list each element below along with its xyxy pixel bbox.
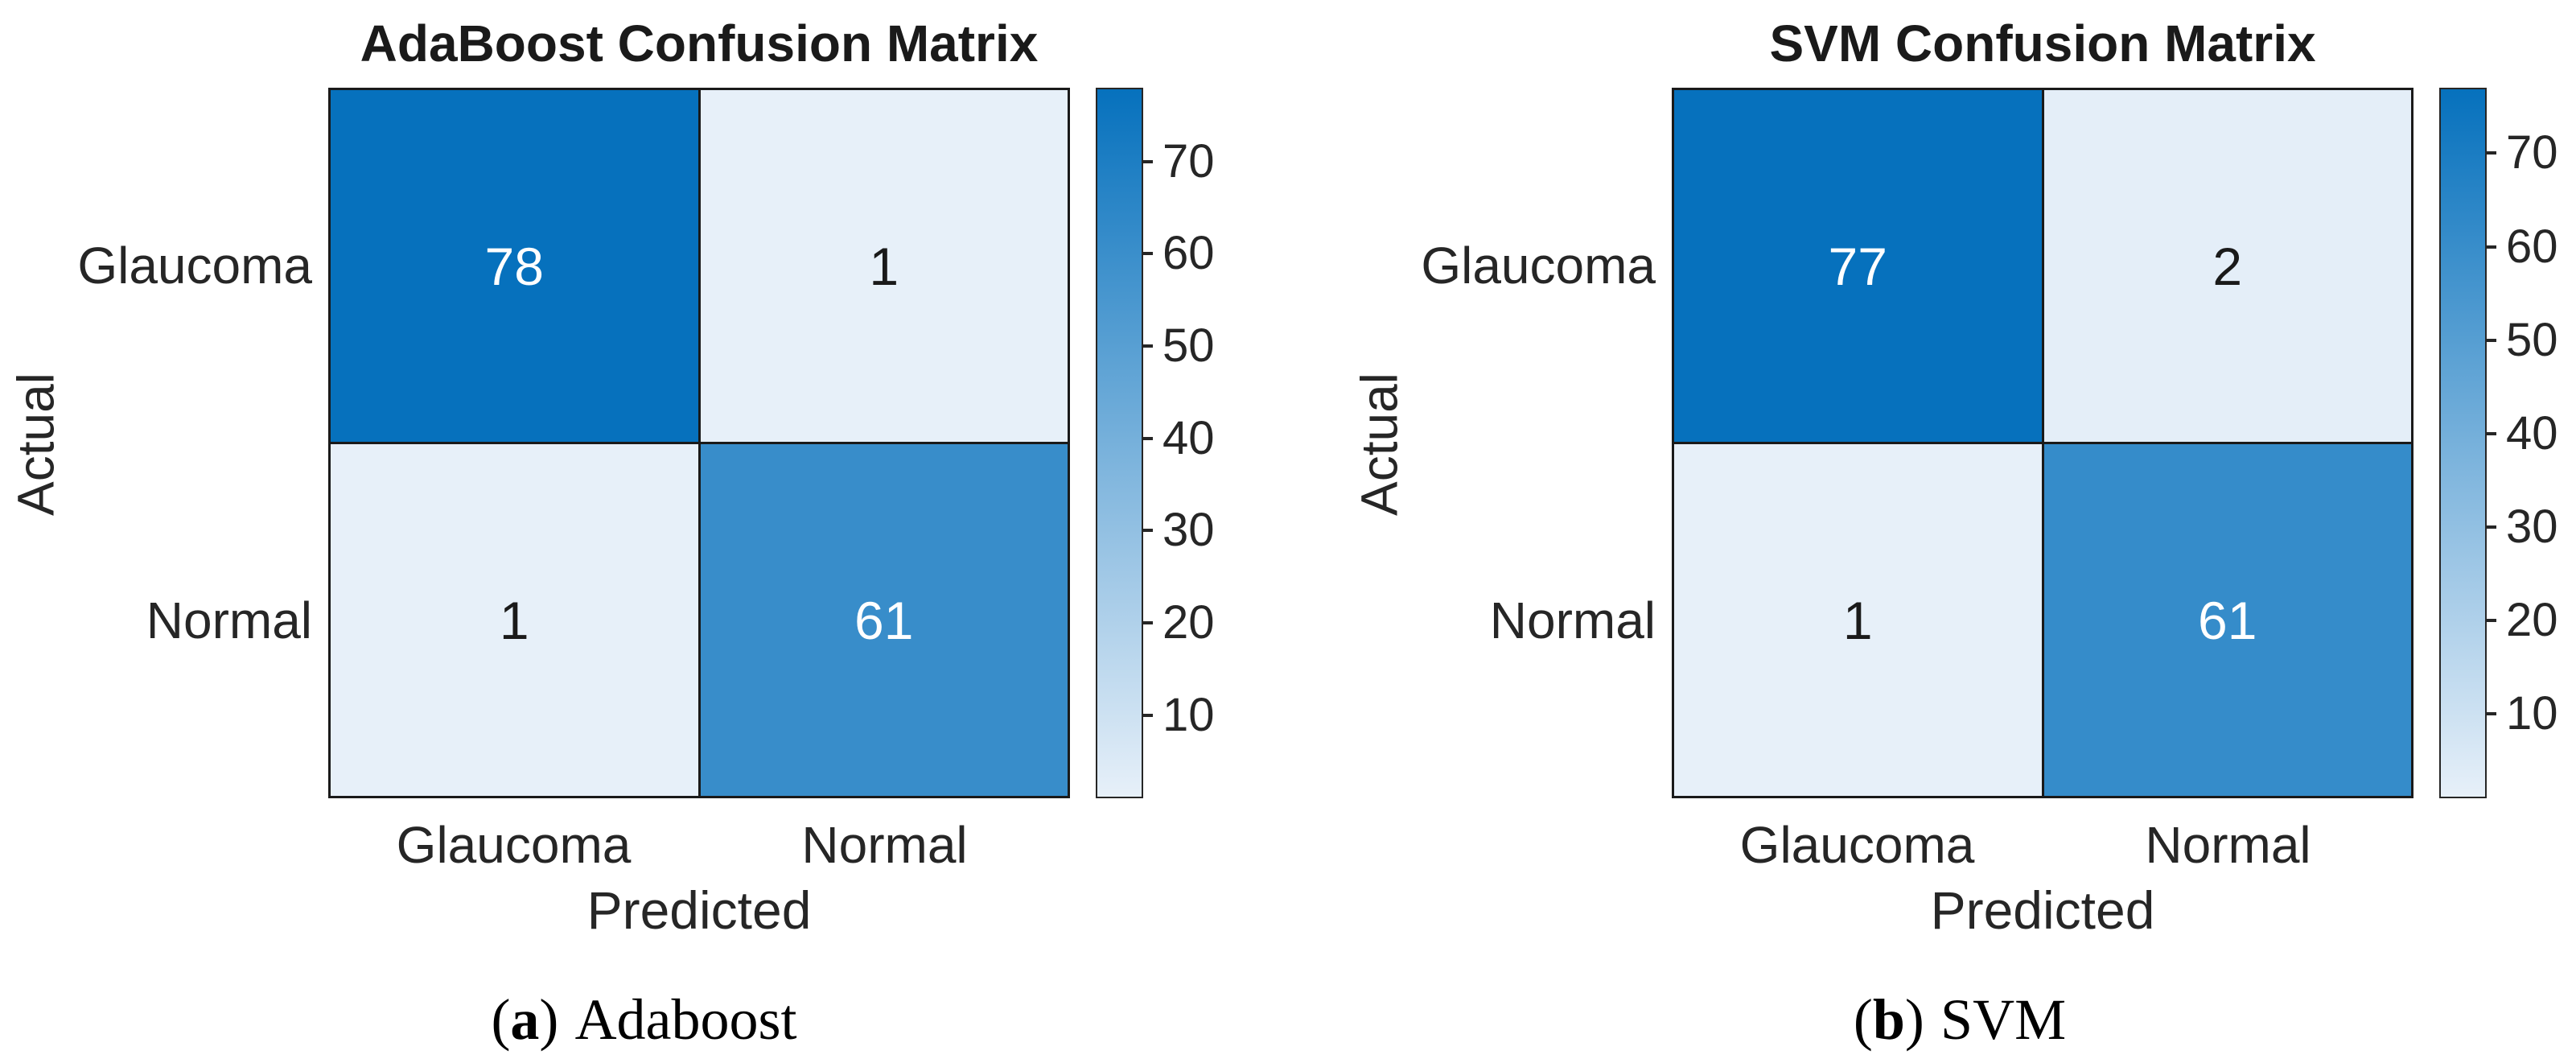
colorbar-tick-mark	[2487, 245, 2496, 249]
y-axis-label: Actual	[6, 373, 65, 516]
colorbar-tick-label: 50	[1162, 319, 1215, 373]
colorbar-tick-mark	[2487, 338, 2496, 342]
chart-panel-adaboost: AdaBoost Confusion Matrix Actual Glaucom…	[0, 14, 1288, 1057]
cell-value: 61	[2198, 590, 2257, 650]
caption-close-paren: )	[1904, 987, 1924, 1052]
x-axis-label: Predicted	[586, 880, 812, 940]
colorbar-tick-label: 50	[2506, 313, 2558, 366]
colorbar-gradient	[2439, 88, 2487, 798]
row-label-normal: Normal	[1489, 591, 1656, 649]
colorbar-tick-label: 30	[1162, 504, 1215, 557]
caption-close-paren: )	[539, 987, 559, 1052]
colorbar-tick-label: 40	[2506, 406, 2558, 459]
matrix-cell-false-negative: 2	[2043, 90, 2411, 442]
x-axis-label: Predicted	[1930, 880, 2155, 940]
colorbar-tick-label: 70	[2506, 126, 2558, 179]
colorbar-tick-mark	[2487, 712, 2496, 716]
caption-letter: b	[1872, 987, 1905, 1052]
colorbar-tick-label: 40	[1162, 411, 1215, 464]
colorbar-tick-label: 30	[2506, 501, 2558, 554]
colorbar-tick-mark	[2487, 431, 2496, 435]
cell-value: 1	[869, 236, 899, 296]
col-label-normal: Normal	[801, 816, 968, 874]
colorbar-tick-label: 60	[1162, 227, 1215, 280]
y-axis-label: Actual	[1350, 373, 1409, 516]
chart-title: SVM Confusion Matrix	[1769, 14, 2316, 72]
matrix-cell-true-negative: 61	[2043, 444, 2411, 796]
colorbar-tick-label: 20	[2506, 594, 2558, 647]
caption-open-paren: (	[1853, 987, 1873, 1052]
colorbar-tick-label: 20	[1162, 596, 1215, 649]
colorbar-tick-mark	[2487, 619, 2496, 623]
confusion-matrix-grid: 78 1 1 61	[328, 88, 1070, 798]
row-label-glaucoma: Glaucoma	[1421, 237, 1656, 295]
figure-caption-a: (a) Adaboost	[0, 985, 1288, 1057]
col-label-glaucoma: Glaucoma	[1739, 816, 1975, 874]
matrix-cell-false-negative: 1	[700, 90, 1068, 442]
col-label-normal: Normal	[2145, 816, 2311, 874]
col-label-glaucoma: Glaucoma	[396, 816, 632, 874]
caption-open-paren: (	[491, 987, 511, 1052]
colorbar-tick-label: 10	[2506, 687, 2558, 740]
cell-value: 1	[1842, 590, 1873, 650]
caption-label: SVM	[1940, 987, 2067, 1052]
colorbar-tick-mark	[1143, 436, 1153, 440]
colorbar-tick-mark	[1143, 529, 1153, 533]
colorbar-tick-mark	[1143, 621, 1153, 625]
matrix-cell-false-positive: 1	[1674, 444, 2042, 796]
caption-label: Adaboost	[574, 987, 797, 1052]
colorbar-tick-mark	[2487, 525, 2496, 530]
matrix-cell-true-negative: 61	[700, 444, 1068, 796]
matrix-cell-true-positive: 78	[331, 90, 698, 442]
colorbar-tick-mark	[1143, 252, 1153, 256]
colorbar-tick-label: 60	[2506, 220, 2558, 273]
colorbar-ticks: 70 60 50 40 30 20 10	[1143, 88, 1280, 798]
matrix-cell-true-positive: 77	[1674, 90, 2042, 442]
row-label-glaucoma: Glaucoma	[77, 237, 312, 295]
caption-letter: a	[510, 987, 540, 1052]
colorbar-tick-mark	[1143, 344, 1153, 348]
colorbar-ticks: 70 60 50 40 30 20 10	[2487, 88, 2576, 798]
colorbar-tick-label: 10	[1162, 688, 1215, 741]
colorbar-tick-mark	[1143, 713, 1153, 717]
colorbar-tick-label: 70	[1162, 134, 1215, 187]
colorbar-tick-mark	[1143, 159, 1153, 163]
colorbar-tick-mark	[2487, 151, 2496, 155]
matrix-cell-false-positive: 1	[331, 444, 698, 796]
row-label-normal: Normal	[146, 591, 312, 649]
figure-caption-b: (b) SVM	[1344, 985, 2576, 1057]
confusion-matrix-grid: 77 2 1 61	[1672, 88, 2413, 798]
cell-value: 2	[2212, 236, 2243, 296]
cell-value: 61	[854, 590, 914, 650]
cell-value: 78	[484, 236, 544, 296]
chart-panel-svm: SVM Confusion Matrix Actual Glaucoma Nor…	[1344, 0, 2576, 1059]
cell-value: 77	[1828, 236, 1887, 296]
chart-title: AdaBoost Confusion Matrix	[360, 14, 1039, 72]
cell-value: 1	[499, 590, 529, 650]
colorbar-gradient	[1096, 88, 1143, 798]
